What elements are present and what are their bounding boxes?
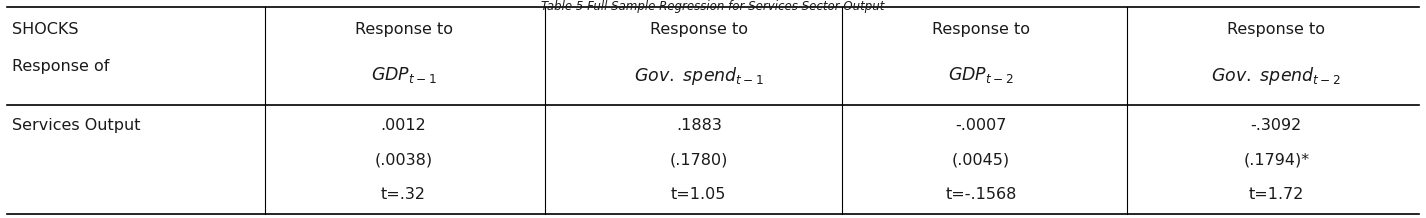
Text: Services Output: Services Output (11, 118, 141, 133)
Text: Response of: Response of (11, 59, 110, 74)
Text: Response to: Response to (933, 22, 1030, 37)
Text: (.1780): (.1780) (670, 153, 727, 168)
Text: .1883: .1883 (676, 118, 722, 133)
Text: t=1.72: t=1.72 (1249, 187, 1303, 203)
Text: $\mathit{GDP}_{t-2}$: $\mathit{GDP}_{t-2}$ (948, 65, 1014, 85)
Text: (.0045): (.0045) (953, 153, 1010, 168)
Text: Response to: Response to (355, 22, 452, 37)
Text: $\mathit{Gov.\ spend}_{t-2}$: $\mathit{Gov.\ spend}_{t-2}$ (1211, 65, 1342, 87)
Text: $\mathit{GDP}_{t-1}$: $\mathit{GDP}_{t-1}$ (371, 65, 436, 85)
Text: .0012: .0012 (381, 118, 426, 133)
Text: (.1794)*: (.1794)* (1243, 153, 1309, 168)
Text: t=.32: t=.32 (381, 187, 426, 203)
Text: Response to: Response to (1228, 22, 1325, 37)
Text: Response to: Response to (650, 22, 747, 37)
Text: $\mathit{Gov.\ spend}_{t-1}$: $\mathit{Gov.\ spend}_{t-1}$ (633, 65, 764, 87)
Text: Table 5 Full Sample Regression for Services Sector Output: Table 5 Full Sample Regression for Servi… (542, 0, 884, 13)
Text: -.3092: -.3092 (1251, 118, 1302, 133)
Text: t=-.1568: t=-.1568 (945, 187, 1017, 203)
Text: (.0038): (.0038) (375, 153, 432, 168)
Text: t=1.05: t=1.05 (672, 187, 726, 203)
Text: -.0007: -.0007 (955, 118, 1007, 133)
Text: SHOCKS: SHOCKS (11, 22, 78, 37)
